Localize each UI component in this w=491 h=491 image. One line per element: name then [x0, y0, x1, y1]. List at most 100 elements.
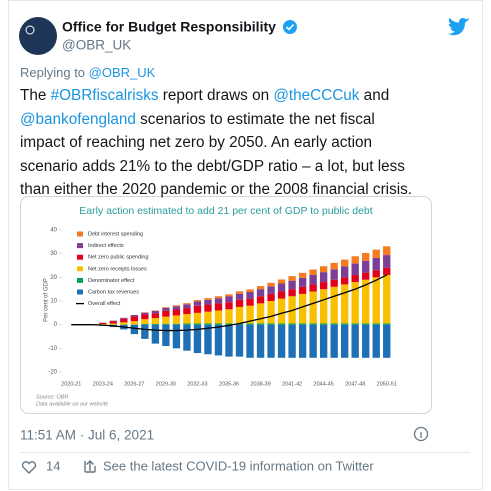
bar-segment: [298, 272, 307, 278]
bar-segment: [151, 313, 160, 319]
bar-segment: [383, 255, 391, 268]
bar-segment: [277, 298, 286, 324]
bar-segment: [319, 289, 328, 324]
bar-segment: [372, 324, 380, 358]
tweet-line: The #OBRfiscalrisks report draws on @the…: [20, 84, 485, 108]
tweet-text-segment: scenarios to estimate the net fiscal: [135, 110, 375, 128]
y-axis-label: Per cent of GDP: [44, 278, 50, 322]
bar-segment: [109, 323, 118, 325]
bar-segment: [130, 316, 139, 322]
bar-segment: [204, 324, 212, 355]
bar-segment: [162, 316, 170, 324]
legend-label: Debt interest spending: [88, 231, 143, 237]
bar-segment: [183, 324, 191, 351]
bar-segment: [372, 277, 380, 324]
bar-segment: [246, 298, 254, 306]
bar-segment: [298, 293, 307, 324]
bar-segment: [162, 307, 170, 311]
avatar-logo: [25, 25, 35, 35]
chart-source: Source: OBR: [36, 394, 68, 400]
bar-segment: [151, 310, 160, 314]
bar-segment: [309, 291, 317, 324]
legend-label: Overall effect: [88, 301, 121, 307]
bar-segment: [362, 272, 370, 280]
bar-segment: [246, 289, 254, 293]
bar-segment: [172, 305, 181, 307]
bar-segment: [172, 323, 181, 325]
bar-segment: [183, 314, 191, 324]
bar-segment: [235, 299, 244, 307]
bar-segment: [172, 324, 181, 349]
bar-segment: [267, 286, 275, 294]
timestamp[interactable]: 11:51 AM · Jul 6, 2021: [20, 428, 154, 443]
bar-segment: [340, 266, 349, 278]
tweet-link[interactable]: @bankofengland: [20, 110, 136, 128]
like-icon[interactable]: [21, 461, 37, 474]
tweet-line: @bankofengland scenarios to estimate the…: [20, 108, 485, 132]
info-icon[interactable]: [413, 426, 429, 442]
y-tick-label: 30: [50, 251, 57, 257]
bar-segment: [225, 302, 233, 310]
author-handle[interactable]: @OBR_UK: [62, 38, 131, 53]
author-name[interactable]: Office for Budget Responsibility: [62, 19, 276, 35]
bar-segment: [298, 324, 307, 358]
bar-segment: [246, 305, 254, 324]
covid-notice[interactable]: See the latest COVID-19 information on T…: [103, 458, 374, 473]
tweet-text-segment: and: [359, 87, 390, 104]
legend-label: Carbon tax revenues: [88, 289, 139, 295]
bar-segment: [225, 309, 233, 324]
bar-segment: [362, 260, 370, 273]
bar-segment: [372, 249, 380, 258]
bar-segment: [267, 293, 275, 301]
bar-segment: [162, 310, 170, 317]
bar-segment: [246, 292, 254, 299]
bar-segment: [193, 301, 202, 306]
tweet-link[interactable]: #OBRfiscalrisks: [50, 87, 159, 104]
bar-segment: [340, 284, 349, 324]
bar-segment: [151, 318, 160, 324]
bar-segment: [141, 314, 149, 320]
bar-segment: [141, 324, 149, 339]
bar-segment: [288, 324, 296, 358]
bar-segment: [204, 299, 212, 305]
bar-segment: [298, 277, 307, 287]
bar-segment: [288, 289, 296, 297]
tweet-link[interactable]: @theCCCuk: [273, 87, 360, 104]
tweet-text-segment: The: [20, 87, 51, 104]
avatar[interactable]: [19, 17, 57, 55]
like-count: 14: [46, 458, 60, 473]
tweet-line: scenario adds 21% to the debt/GDP ratio …: [20, 155, 485, 179]
bar-segment: [225, 294, 233, 297]
bar-segment: [288, 276, 296, 281]
bar-segment: [298, 286, 307, 294]
bar-segment: [162, 323, 170, 325]
bar-segment: [193, 300, 202, 302]
bar-segment: [99, 322, 107, 324]
replying-handle[interactable]: @OBR_UK: [89, 65, 156, 80]
bar-segment: [277, 324, 286, 358]
x-tick-label: 2044-45: [314, 381, 334, 387]
bar-segment: [309, 324, 317, 358]
bar-segment: [362, 324, 370, 358]
bar-segment: [225, 324, 233, 357]
bar-segment: [372, 270, 380, 278]
y-tick-label: 40: [50, 228, 57, 234]
legend-swatch: [77, 266, 83, 272]
x-tick-label: 2047-48: [345, 381, 365, 387]
bar-segment: [330, 323, 338, 325]
bar-segment: [256, 289, 265, 297]
bar-segment: [256, 286, 265, 290]
overall-line: [71, 274, 388, 332]
twitter-logo[interactable]: [447, 17, 470, 36]
bar-segment: [330, 262, 338, 270]
bar-segment: [340, 259, 349, 267]
bar-segment: [235, 293, 244, 300]
bar-segment: [204, 311, 212, 324]
bar-segment: [183, 303, 191, 305]
bar-segment: [383, 274, 391, 324]
bar-segment: [267, 324, 275, 358]
bar-segment: [214, 324, 223, 356]
bar-segment: [204, 298, 212, 300]
share-icon[interactable]: [84, 460, 96, 473]
bar-segment: [277, 279, 286, 284]
